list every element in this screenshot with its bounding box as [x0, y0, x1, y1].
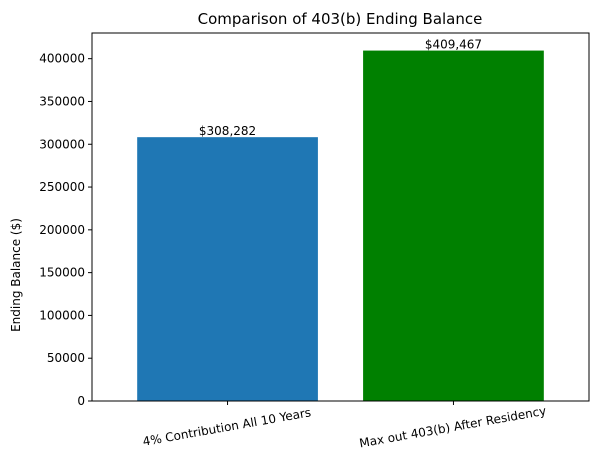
y-tick-label: 0 — [77, 394, 85, 408]
y-tick-label: 250000 — [39, 180, 85, 194]
y-tick-label: 50000 — [47, 351, 85, 365]
y-tick-label: 300000 — [39, 137, 85, 151]
y-tick-label: 200000 — [39, 223, 85, 237]
bar — [137, 137, 318, 401]
x-tick-label: 4% Contribution All 10 Years — [142, 405, 312, 448]
bar-value-label: $409,467 — [425, 38, 482, 52]
x-tick-label: Max out 403(b) After Residency — [358, 404, 547, 451]
plot-frame — [91, 32, 590, 402]
y-tick-label: 350000 — [39, 94, 85, 108]
y-tick-label: 150000 — [39, 266, 85, 280]
plot-area: 0 50000 100000 150000 200000 250000 300000 3500… — [39, 38, 547, 451]
y-tick-label: 400000 — [39, 52, 85, 66]
chart-title: Comparison of 403(b) Ending Balance — [198, 10, 483, 28]
y-tick-label: 100000 — [39, 308, 85, 322]
y-axis-label: Ending Balance ($) — [9, 218, 23, 332]
bar — [363, 50, 544, 402]
bar-value-label: $308,282 — [199, 124, 256, 138]
